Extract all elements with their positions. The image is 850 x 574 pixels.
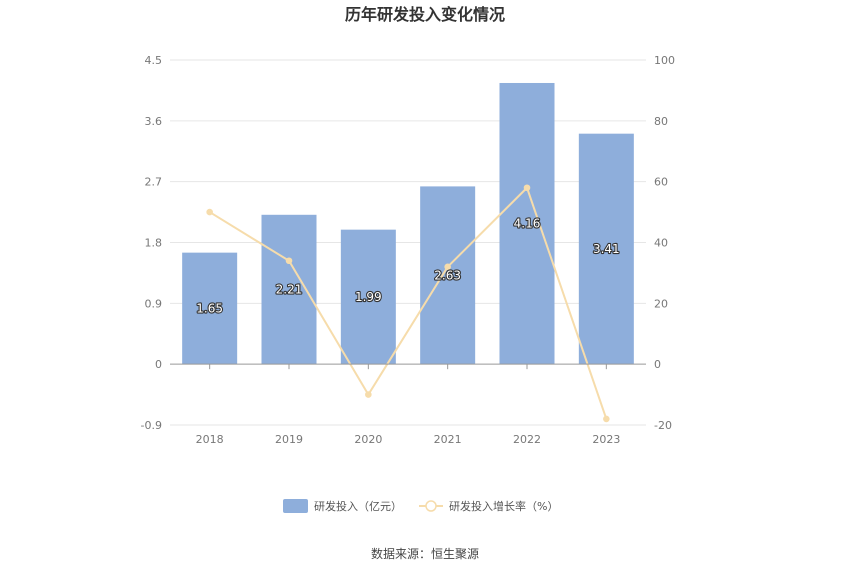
- y-left-tick-label: 4.5: [145, 54, 163, 67]
- bar-data-label: 4.16: [514, 217, 541, 231]
- legend-bar-label: 研发投入（亿元）: [314, 499, 402, 513]
- bar: [420, 186, 476, 365]
- legend-bar-swatch: [283, 499, 308, 513]
- x-tick-label: 2021: [434, 433, 462, 446]
- x-tick-label: 2023: [592, 433, 620, 446]
- bar: [340, 229, 396, 365]
- x-tick-label: 2019: [275, 433, 303, 446]
- bar: [261, 214, 317, 365]
- y-left-tick-label: -0.9: [141, 419, 162, 432]
- bar-data-label: 1.99: [355, 290, 382, 304]
- x-tick-label: 2018: [196, 433, 224, 446]
- y-left-tick-label: 0.9: [145, 297, 163, 310]
- y-right-tick-label: 80: [654, 115, 668, 128]
- y-right-tick-label: 0: [654, 358, 661, 371]
- y-right-tick-label: 100: [654, 54, 675, 67]
- source-note: 数据来源：恒生聚源: [371, 546, 479, 561]
- line-series: [206, 184, 610, 423]
- line-point: [206, 208, 213, 216]
- bar-data-label: 3.41: [593, 242, 620, 256]
- y-right-tick-label: 20: [654, 297, 668, 310]
- x-axis: 2018 2019 2020 2021 2022 2023: [170, 363, 646, 446]
- line-point: [365, 391, 372, 398]
- bar: [499, 82, 555, 365]
- bar-data-label: 2.63: [434, 268, 461, 282]
- legend-line-marker: [425, 500, 437, 512]
- x-tick-label: 2020: [354, 433, 382, 446]
- growth-rate-line: [209, 185, 608, 420]
- x-tick-label: 2022: [513, 433, 541, 446]
- line-point: [285, 257, 293, 265]
- grid-lines: [170, 59, 646, 426]
- y-right-tick-label: -20: [654, 419, 672, 432]
- bar: [182, 252, 238, 365]
- y-left-tick-label: 3.6: [145, 115, 163, 128]
- bar-series: [182, 82, 634, 365]
- line-point: [523, 184, 531, 192]
- y-left-tick-label: 2.7: [145, 176, 163, 189]
- legend[interactable]: 研发投入（亿元） 研发投入增长率（%）: [283, 499, 558, 513]
- bar: [578, 133, 634, 365]
- line-point: [603, 415, 610, 423]
- line-point: [444, 263, 451, 271]
- y-axis-left: -0.9 0 0.9 1.8 2.7 3.6 4.5: [141, 54, 162, 432]
- bar-data-label: 1.65: [196, 301, 223, 315]
- y-left-tick-label: 1.8: [145, 237, 163, 250]
- legend-line-label: 研发投入增长率（%）: [449, 499, 558, 513]
- y-left-tick-label: 0: [155, 358, 162, 371]
- y-right-tick-label: 40: [654, 237, 668, 250]
- chart-title: 历年研发投入变化情况: [345, 5, 505, 24]
- y-axis-right: -20 0 20 40 60 80 100: [654, 54, 675, 432]
- bar-data-label: 2.21: [276, 282, 303, 296]
- y-right-tick-label: 60: [654, 176, 668, 189]
- bar-data-labels: 1.65 2.21 1.99 2.63 4.16 3.41: [195, 215, 621, 316]
